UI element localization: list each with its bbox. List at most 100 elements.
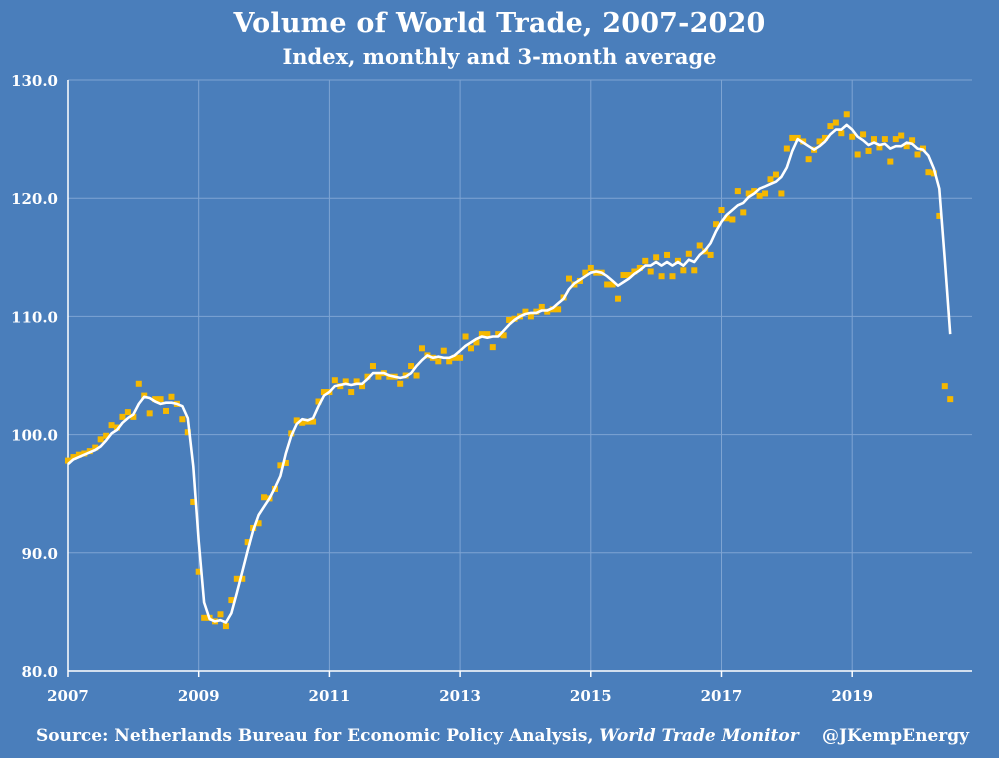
monthly-point xyxy=(582,269,589,276)
monthly-point xyxy=(865,147,872,154)
monthly-point xyxy=(239,575,246,582)
monthly-point xyxy=(642,257,649,264)
source-note: Source: Netherlands Bureau for Economic … xyxy=(36,726,799,746)
monthly-point xyxy=(903,143,910,150)
monthly-point xyxy=(914,151,921,158)
monthly-point xyxy=(124,409,131,416)
monthly-point xyxy=(751,188,758,195)
monthly-point xyxy=(184,429,191,436)
monthly-point xyxy=(898,132,905,139)
monthly-point xyxy=(696,242,703,249)
monthly-point xyxy=(816,138,823,145)
monthly-point xyxy=(805,156,812,163)
monthly-point xyxy=(740,209,747,216)
monthly-point xyxy=(789,134,796,141)
monthly-point xyxy=(566,275,573,282)
monthly-point xyxy=(92,444,99,451)
monthly-point xyxy=(691,267,698,274)
y-tick-label: 80.0 xyxy=(21,663,58,681)
monthly-point xyxy=(947,396,954,403)
monthly-point xyxy=(609,281,616,288)
monthly-point xyxy=(685,250,692,257)
monthly-point xyxy=(190,498,197,505)
y-tick-label: 90.0 xyxy=(21,545,58,563)
monthly-point xyxy=(625,272,632,279)
monthly-point xyxy=(222,623,229,630)
monthly-point xyxy=(778,190,785,197)
monthly-point xyxy=(282,459,289,466)
monthly-point xyxy=(664,251,671,258)
x-tick-label: 2015 xyxy=(570,687,612,705)
monthly-point xyxy=(440,347,447,354)
monthly-point xyxy=(647,268,654,275)
source-publication: World Trade Monitor xyxy=(599,726,799,746)
monthly-point xyxy=(555,306,562,313)
monthly-point xyxy=(860,131,867,138)
monthly-point xyxy=(163,407,170,414)
monthly-point xyxy=(604,281,611,288)
monthly-point xyxy=(408,363,415,370)
monthly-point xyxy=(299,419,306,426)
monthly-point xyxy=(756,192,763,199)
monthly-point xyxy=(615,295,622,302)
monthly-point xyxy=(762,190,769,197)
monthly-point xyxy=(195,568,202,575)
y-tick-labels: 80.0 90.0 100.0 110.0 120.0 130.0 xyxy=(11,72,58,681)
x-tick-label: 2017 xyxy=(701,687,743,705)
monthly-point xyxy=(228,597,235,604)
monthly-point xyxy=(680,267,687,274)
x-tick-label: 2013 xyxy=(439,687,481,705)
monthly-point xyxy=(217,611,224,618)
monthly-point xyxy=(70,454,77,461)
monthly-point xyxy=(909,137,916,144)
monthly-point xyxy=(364,373,371,380)
average-line xyxy=(67,123,952,624)
monthly-point xyxy=(320,389,327,396)
x-tick-label: 2007 xyxy=(47,687,89,705)
monthly-point xyxy=(108,422,115,429)
monthly-point xyxy=(745,190,752,197)
monthly-point xyxy=(587,264,594,271)
monthly-point xyxy=(723,215,730,222)
monthly-point xyxy=(854,151,861,158)
x-tick-label: 2019 xyxy=(831,687,873,705)
monthly-point xyxy=(489,344,496,351)
monthly-point xyxy=(457,354,464,361)
monthly-point xyxy=(500,332,507,339)
monthly-point xyxy=(887,158,894,165)
monthly-point xyxy=(451,354,458,361)
monthly-point xyxy=(152,396,159,403)
monthly-point xyxy=(277,462,284,469)
monthly-point xyxy=(179,416,186,423)
monthly-point xyxy=(718,207,725,214)
y-tick-label: 110.0 xyxy=(11,308,58,326)
monthly-point xyxy=(478,331,485,338)
monthly-point xyxy=(293,417,300,424)
axes xyxy=(67,80,972,677)
average-series xyxy=(67,123,952,624)
y-tick-label: 100.0 xyxy=(11,427,58,445)
y-tick-label: 130.0 xyxy=(11,72,58,90)
monthly-point xyxy=(310,418,317,425)
monthly-point xyxy=(462,333,469,340)
monthly-point xyxy=(157,396,164,403)
monthly-point xyxy=(870,136,877,143)
monthly-point xyxy=(631,268,638,275)
monthly-point xyxy=(538,303,545,310)
monthly-point xyxy=(881,136,888,143)
monthly-point xyxy=(843,111,850,118)
monthly-point xyxy=(119,413,126,420)
monthly-point xyxy=(876,144,883,151)
monthly-point xyxy=(413,372,420,379)
monthly-point xyxy=(97,436,104,443)
monthly-point xyxy=(473,339,480,346)
monthly-point xyxy=(418,345,425,352)
monthly-point xyxy=(135,380,142,387)
monthly-point xyxy=(446,358,453,365)
monthly-point xyxy=(369,363,376,370)
monthly-point xyxy=(783,145,790,152)
monthly-point xyxy=(233,575,240,582)
monthly-point xyxy=(359,383,366,390)
monthly-point xyxy=(636,264,643,271)
monthly-point xyxy=(75,451,82,458)
